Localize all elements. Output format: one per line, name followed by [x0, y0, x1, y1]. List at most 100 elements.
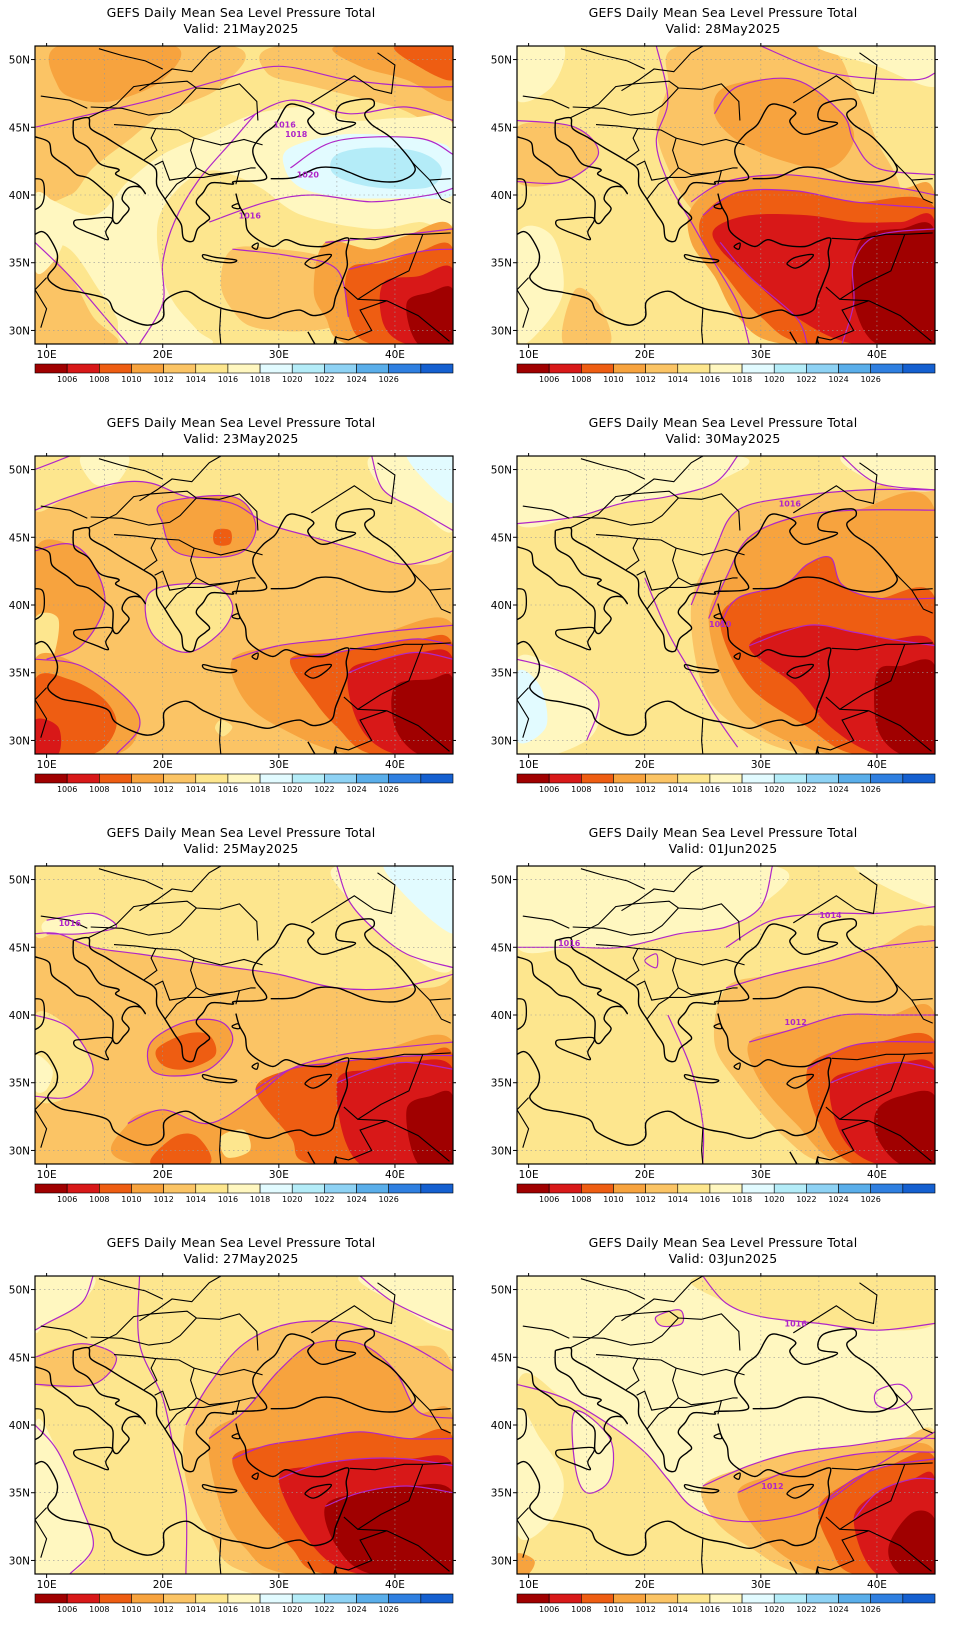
isobar [644, 953, 659, 969]
longitude-tick-label: 40E [385, 349, 405, 361]
colorbar-swatch [99, 363, 132, 374]
island-coastline [713, 1433, 723, 1440]
isobar [208, 187, 453, 223]
colorbar-label: 1012 [153, 1605, 173, 1614]
pressure-shade [48, 46, 182, 103]
colorbar-label: 1006 [539, 1195, 559, 1204]
colorbar-swatch [131, 1593, 164, 1604]
pressure-shade [888, 1510, 935, 1574]
pressure-shade [517, 1407, 564, 1541]
colorbar-label: 1020 [282, 1195, 302, 1204]
country-border [139, 46, 222, 92]
colorbar-swatch [902, 1183, 936, 1194]
latitude-tick-label: 45N [491, 122, 512, 134]
colorbar-swatch [548, 1593, 582, 1604]
pressure-shade [35, 1418, 94, 1574]
colorbar-label: 1018 [250, 1195, 270, 1204]
isobar [818, 1458, 935, 1507]
country-border [113, 1354, 158, 1391]
country-border [701, 308, 704, 344]
pressure-shade [517, 225, 564, 344]
colorbar-swatch [806, 1593, 839, 1604]
country-border [517, 687, 530, 738]
longitude-tick-label: 10E [37, 1579, 57, 1591]
isobar-label: 1014 [819, 911, 842, 920]
colorbar-label: 1006 [539, 375, 559, 384]
colorbar-swatch [66, 1183, 100, 1194]
pressure-shade [517, 46, 566, 103]
country-border [98, 48, 163, 70]
country-border [580, 48, 645, 70]
colorbar-swatch [516, 1593, 550, 1604]
colorbar-label: 1016 [218, 785, 238, 794]
panel-title: GEFS Daily Mean Sea Level Pressure Total [106, 5, 376, 20]
country-border [701, 718, 704, 754]
colorbar-swatch [870, 363, 904, 374]
latitude-tick-label: 45N [9, 532, 30, 544]
coastline [517, 603, 832, 736]
colorbar-swatch [356, 773, 389, 784]
colorbar-swatch [548, 773, 582, 784]
isobar [719, 242, 808, 344]
isobar [278, 1457, 453, 1480]
pressure-shade [874, 1384, 912, 1410]
colorbar-swatch [741, 1593, 775, 1604]
colorbar-label: 1020 [764, 1605, 784, 1614]
country-border [570, 80, 741, 121]
colorbar-swatch [677, 1593, 711, 1604]
colorbar-label: 1014 [668, 785, 688, 794]
longitude-tick-label: 20E [153, 349, 173, 361]
colorbar-swatch [806, 1183, 839, 1194]
country-border [911, 1409, 933, 1434]
colorbar-swatch [709, 363, 743, 374]
colorbar-label: 1018 [732, 1605, 752, 1614]
latitude-tick-label: 35N [9, 668, 30, 680]
isobar [35, 658, 141, 754]
island-coastline [35, 178, 46, 211]
pressure-shade [145, 583, 233, 653]
latitude-tick-label: 40N [9, 190, 30, 202]
country-border [793, 872, 878, 924]
isobar [737, 1451, 935, 1494]
latitude-tick-label: 50N [9, 1285, 30, 1297]
island-coastline [72, 626, 114, 651]
colorbar-label: 1008 [571, 375, 591, 384]
map-panel-23may: GEFS Daily Mean Sea Level Pressure Total… [0, 410, 482, 820]
country-border [517, 1507, 530, 1558]
latitude-tick-label: 35N [9, 258, 30, 270]
island-coastline [786, 663, 815, 679]
isobar [243, 99, 453, 122]
colorbar-label: 1026 [379, 785, 399, 794]
country-border [335, 1528, 387, 1571]
country-border [701, 1538, 704, 1574]
pressure-shade [517, 1553, 535, 1574]
country-border [139, 866, 222, 912]
country-border [219, 308, 222, 344]
colorbar-label: 1008 [89, 785, 109, 794]
panel-title: GEFS Daily Mean Sea Level Pressure Total [106, 1235, 376, 1250]
panel-title: GEFS Daily Mean Sea Level Pressure Total [588, 825, 858, 840]
island-coastline [35, 998, 46, 1031]
map-panel-03jun: GEFS Daily Mean Sea Level Pressure Total… [482, 1230, 964, 1640]
colorbar-swatch [163, 1183, 197, 1194]
panel-valid-date: Valid: 03Jun2025 [668, 1251, 778, 1266]
latitude-tick-label: 30N [491, 1145, 512, 1157]
country-border [40, 505, 88, 519]
colorbar-swatch [709, 1183, 743, 1194]
isobar [336, 866, 453, 969]
colorbar: 1006 1008 1010 1012 1014 1016 1018 1020 1022 1024… [516, 773, 936, 794]
colorbar-swatch [34, 1593, 68, 1604]
country-border [98, 458, 163, 480]
pressure-shade [35, 718, 62, 754]
isobar [156, 494, 257, 559]
country-border [219, 1538, 222, 1574]
isobar [35, 480, 453, 566]
colorbar-label: 1014 [668, 1195, 688, 1204]
isobar [644, 577, 739, 748]
country-border [825, 1054, 906, 1120]
pressure-shade [911, 925, 935, 961]
island-coastline [72, 1446, 114, 1471]
country-border [90, 907, 197, 936]
latitude-tick-label: 30N [9, 735, 30, 747]
